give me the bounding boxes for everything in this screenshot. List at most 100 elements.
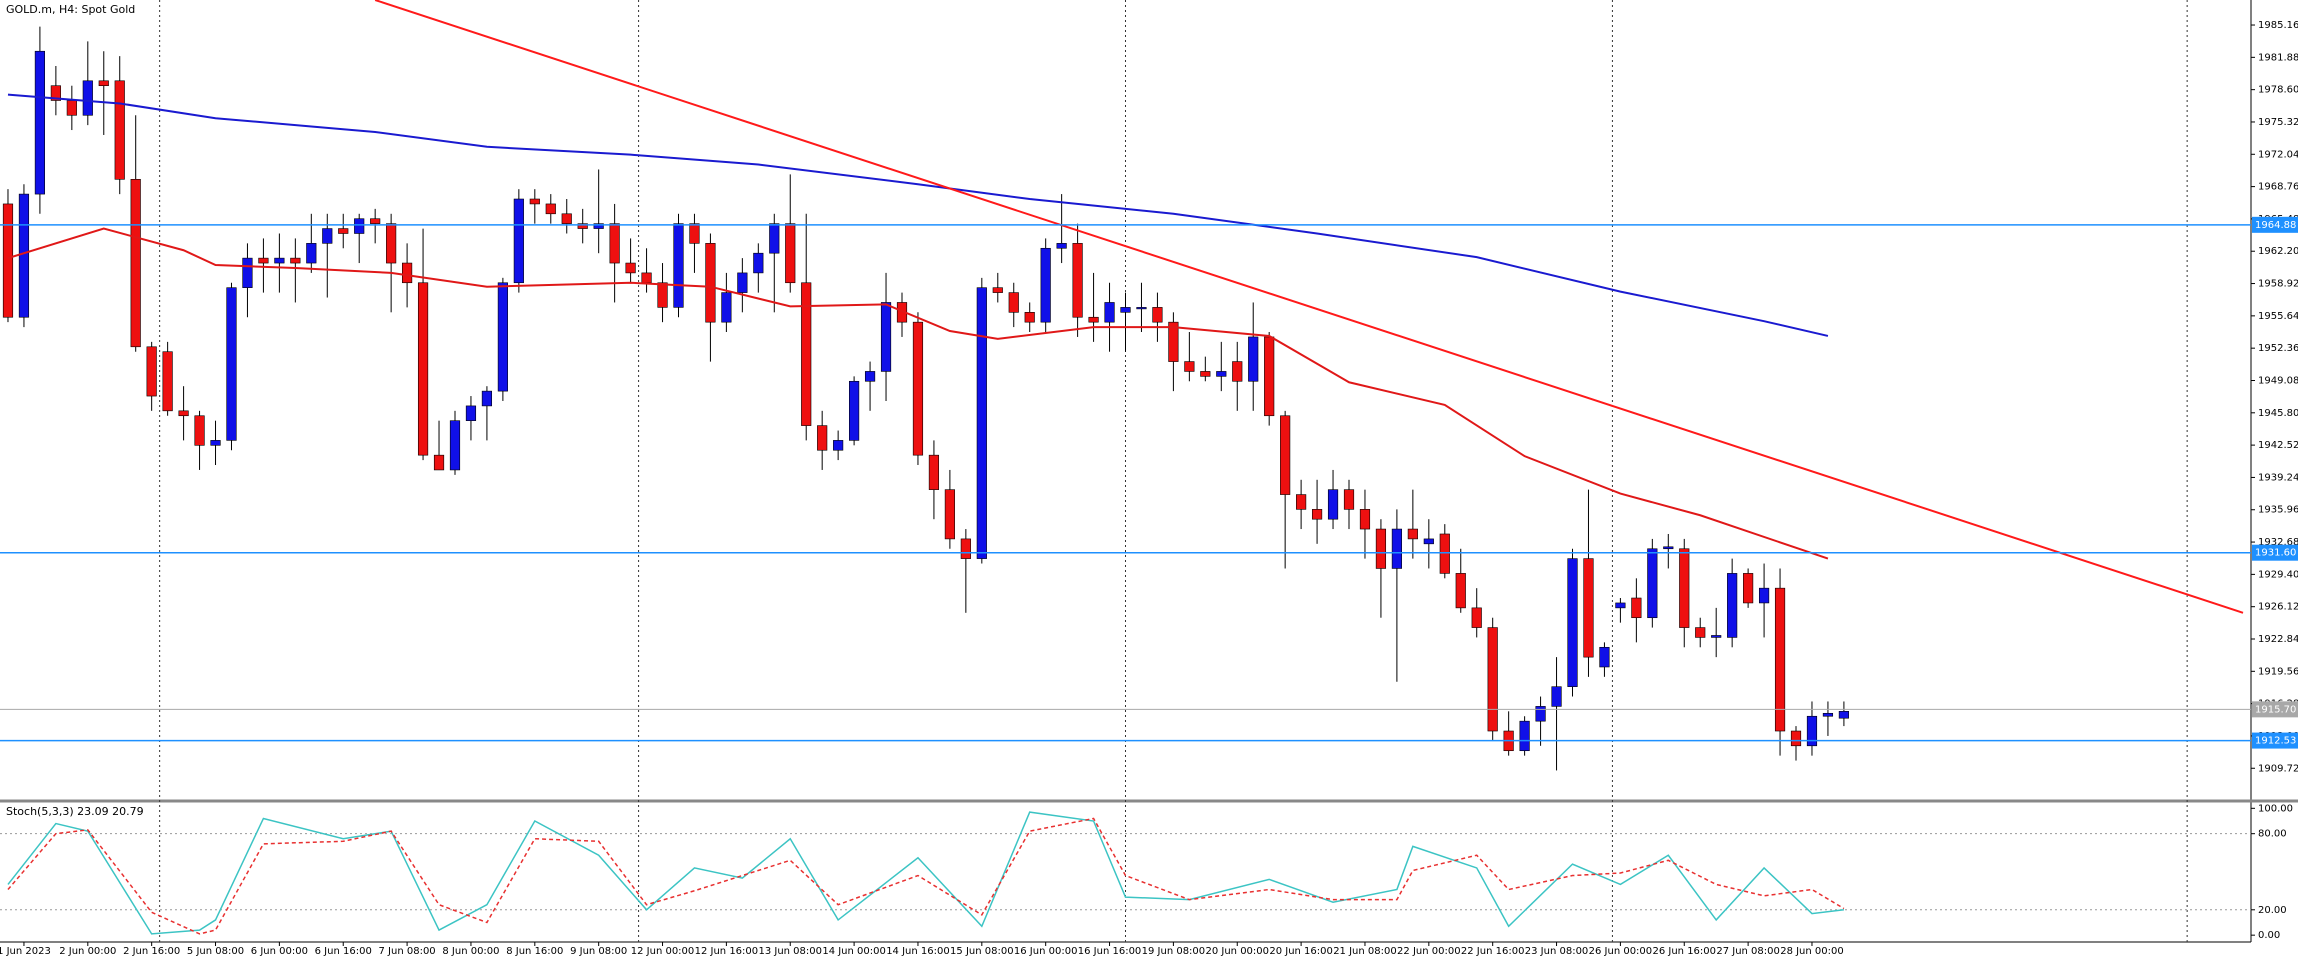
x-tick-label: 23 Jun 08:00 bbox=[1525, 946, 1589, 957]
y-tick-label: 1942.52 bbox=[2258, 440, 2298, 451]
x-tick-label: 22 Jun 00:00 bbox=[1397, 946, 1461, 957]
candle-body bbox=[1583, 558, 1594, 658]
candle-body bbox=[274, 257, 285, 264]
candle-body bbox=[98, 80, 109, 87]
candle-body bbox=[1040, 247, 1051, 323]
candle-body bbox=[1216, 371, 1227, 377]
candle-body bbox=[1806, 715, 1818, 747]
candle-body bbox=[689, 223, 700, 244]
x-tick-label: 2 Jun 00:00 bbox=[59, 946, 116, 957]
candle-body bbox=[657, 282, 668, 308]
x-tick-label: 16 Jun 16:00 bbox=[1078, 946, 1142, 957]
candle-body bbox=[1168, 321, 1179, 362]
candle-body bbox=[705, 243, 716, 323]
y-tick-label: 1962.20 bbox=[2258, 246, 2298, 257]
x-tick-label: 26 Jun 16:00 bbox=[1652, 946, 1716, 957]
candle-body bbox=[1120, 307, 1131, 313]
candle-body bbox=[721, 292, 732, 323]
x-tick-label: 13 Jun 08:00 bbox=[758, 946, 822, 957]
candle-body bbox=[194, 415, 205, 446]
candle-body bbox=[1599, 646, 1610, 668]
x-tick-label: 20 Jun 00:00 bbox=[1205, 946, 1269, 957]
candle-body bbox=[50, 85, 61, 101]
x-tick-label: 16 Jun 00:00 bbox=[1014, 946, 1078, 957]
current-price-tag bbox=[2252, 701, 2298, 718]
candle-body bbox=[18, 193, 30, 318]
y-tick-label: 1975.32 bbox=[2258, 117, 2298, 128]
x-tick-label: 6 Jun 16:00 bbox=[315, 946, 372, 957]
x-tick-label: 9 Jun 08:00 bbox=[570, 946, 627, 957]
candle-body bbox=[944, 489, 955, 540]
candle-body bbox=[1232, 361, 1243, 382]
candle-body bbox=[1423, 538, 1434, 545]
x-tick-label: 8 Jun 16:00 bbox=[506, 946, 563, 957]
candle-body bbox=[1487, 627, 1498, 732]
y-tick-label: 1972.04 bbox=[2258, 149, 2298, 160]
x-tick-label: 20 Jun 16:00 bbox=[1269, 946, 1333, 957]
candle-body bbox=[1519, 720, 1530, 752]
candle-body bbox=[1567, 558, 1578, 687]
candle-body bbox=[1631, 597, 1642, 619]
candle-body bbox=[817, 425, 828, 451]
candle-body bbox=[753, 252, 764, 274]
candle-body bbox=[1391, 528, 1402, 569]
candle-body bbox=[1838, 711, 1849, 719]
candle-body bbox=[1088, 316, 1099, 323]
candle-body bbox=[481, 390, 493, 407]
y-tick-label: 1949.08 bbox=[2258, 375, 2298, 386]
candle-body bbox=[1615, 602, 1626, 609]
candle-body bbox=[769, 223, 780, 254]
candle-body bbox=[1647, 548, 1658, 619]
y-tick-label: 1919.56 bbox=[2258, 666, 2298, 677]
candle-body bbox=[1711, 635, 1722, 638]
indicator-line bbox=[374, 0, 2244, 614]
candle-body bbox=[1535, 706, 1546, 722]
candle-body bbox=[1343, 489, 1355, 510]
x-tick-label: 22 Jun 16:00 bbox=[1461, 946, 1525, 957]
candle-body bbox=[1296, 494, 1307, 510]
y-tick-label: 1955.64 bbox=[2258, 311, 2298, 322]
candle-body bbox=[1439, 533, 1450, 574]
candle-body bbox=[1455, 573, 1466, 609]
candle-body bbox=[1359, 509, 1371, 530]
candle-body bbox=[402, 262, 413, 284]
y-tick-label: 1978.60 bbox=[2258, 85, 2298, 96]
y-tick-label: 1929.40 bbox=[2258, 569, 2298, 580]
price-level-label: 1912.53 bbox=[2255, 736, 2296, 747]
candle-body bbox=[1774, 587, 1786, 732]
candle-body bbox=[960, 538, 971, 559]
candle-body bbox=[1264, 336, 1275, 417]
x-tick-label: 2 Jun 16:00 bbox=[123, 946, 180, 957]
x-tick-label: 15 Jun 08:00 bbox=[950, 946, 1014, 957]
price-level-tag bbox=[2252, 732, 2298, 749]
y-tick-label: 20.00 bbox=[2258, 905, 2287, 916]
candle-body bbox=[290, 257, 301, 264]
candle-body bbox=[864, 371, 876, 382]
y-tick-label: 1922.84 bbox=[2258, 634, 2298, 645]
chart-title: GOLD.m, H4: Spot Gold bbox=[6, 3, 135, 16]
candle-body bbox=[242, 257, 253, 288]
oscillator-line bbox=[7, 817, 1845, 935]
candle-body bbox=[322, 228, 333, 244]
candle-body bbox=[577, 223, 588, 229]
candle-body bbox=[976, 287, 987, 559]
candle-body bbox=[465, 405, 477, 421]
candle-body bbox=[641, 272, 652, 284]
x-tick-label: 21 Jun 08:00 bbox=[1333, 946, 1397, 957]
candle-body bbox=[354, 218, 365, 234]
x-tick-label: 26 Jun 00:00 bbox=[1589, 946, 1653, 957]
candle-body bbox=[1695, 627, 1706, 638]
candle-body bbox=[880, 302, 892, 372]
candle-body bbox=[258, 257, 269, 264]
y-tick-label: 1939.24 bbox=[2258, 472, 2298, 483]
candle-body bbox=[1327, 489, 1339, 520]
candle-body bbox=[1375, 528, 1387, 569]
x-tick-label: 8 Jun 00:00 bbox=[442, 946, 499, 957]
y-tick-label: 1958.92 bbox=[2258, 279, 2298, 290]
candle-body bbox=[801, 282, 812, 426]
candle-body bbox=[497, 282, 508, 392]
x-tick-label: 14 Jun 16:00 bbox=[886, 946, 950, 957]
price-level-tag bbox=[2252, 216, 2298, 233]
x-tick-label: 6 Jun 00:00 bbox=[251, 946, 308, 957]
candle-body bbox=[1008, 292, 1019, 313]
